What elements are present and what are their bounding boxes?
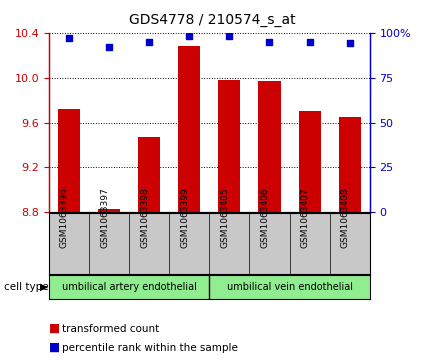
Point [186,33,193,39]
Bar [218,80,241,212]
Text: cell type: cell type [4,282,49,292]
Point [306,39,313,45]
Text: GSM1063396: GSM1063396 [60,188,69,248]
Point [146,39,153,45]
Text: umbilical vein endothelial: umbilical vein endothelial [227,282,352,292]
Point [226,33,233,39]
Text: GSM1063406: GSM1063406 [261,188,269,248]
Bar [209,275,370,299]
Text: umbilical artery endothelial: umbilical artery endothelial [62,282,196,292]
Text: ■: ■ [49,341,60,354]
Point [346,41,353,46]
Text: GSM1063407: GSM1063407 [300,188,309,248]
Text: ▶: ▶ [40,282,48,292]
Text: GDS4778 / 210574_s_at: GDS4778 / 210574_s_at [129,13,296,27]
Text: transformed count: transformed count [62,323,159,334]
Bar [258,81,280,212]
Point [65,35,72,41]
Text: GSM1063405: GSM1063405 [221,188,230,248]
Point [106,44,113,50]
Bar [98,209,120,212]
Bar [138,137,160,212]
Text: GSM1063408: GSM1063408 [341,188,350,248]
Text: GSM1063398: GSM1063398 [140,188,149,248]
Bar [178,46,200,212]
Point [266,39,273,45]
Bar [49,275,209,299]
Text: percentile rank within the sample: percentile rank within the sample [62,343,238,353]
Bar [339,117,361,212]
Text: ■: ■ [49,322,60,335]
Text: GSM1063397: GSM1063397 [100,188,109,248]
Text: GSM1063399: GSM1063399 [180,188,189,248]
Bar [298,111,320,212]
Bar [58,109,80,212]
